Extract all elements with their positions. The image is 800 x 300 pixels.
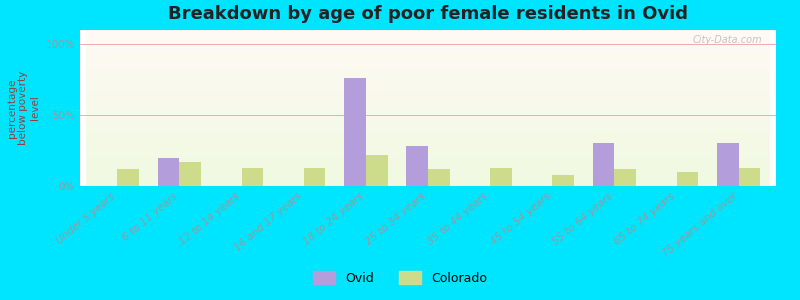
Bar: [366, 155, 388, 186]
Bar: [677, 172, 698, 186]
Bar: [304, 168, 326, 186]
Bar: [552, 175, 574, 186]
Text: City-Data.com: City-Data.com: [693, 35, 762, 45]
Y-axis label: percentage
below poverty
level: percentage below poverty level: [7, 71, 40, 145]
Bar: [344, 78, 366, 186]
Bar: [118, 169, 139, 186]
Bar: [179, 162, 201, 186]
Bar: [738, 168, 761, 186]
Bar: [490, 168, 512, 186]
Legend: Ovid, Colorado: Ovid, Colorado: [306, 265, 494, 291]
Bar: [406, 146, 428, 186]
Bar: [614, 169, 636, 186]
Bar: [428, 169, 450, 186]
Title: Breakdown by age of poor female residents in Ovid: Breakdown by age of poor female resident…: [168, 5, 688, 23]
Bar: [242, 168, 263, 186]
Bar: [158, 158, 179, 186]
Bar: [717, 143, 738, 186]
Bar: [593, 143, 614, 186]
